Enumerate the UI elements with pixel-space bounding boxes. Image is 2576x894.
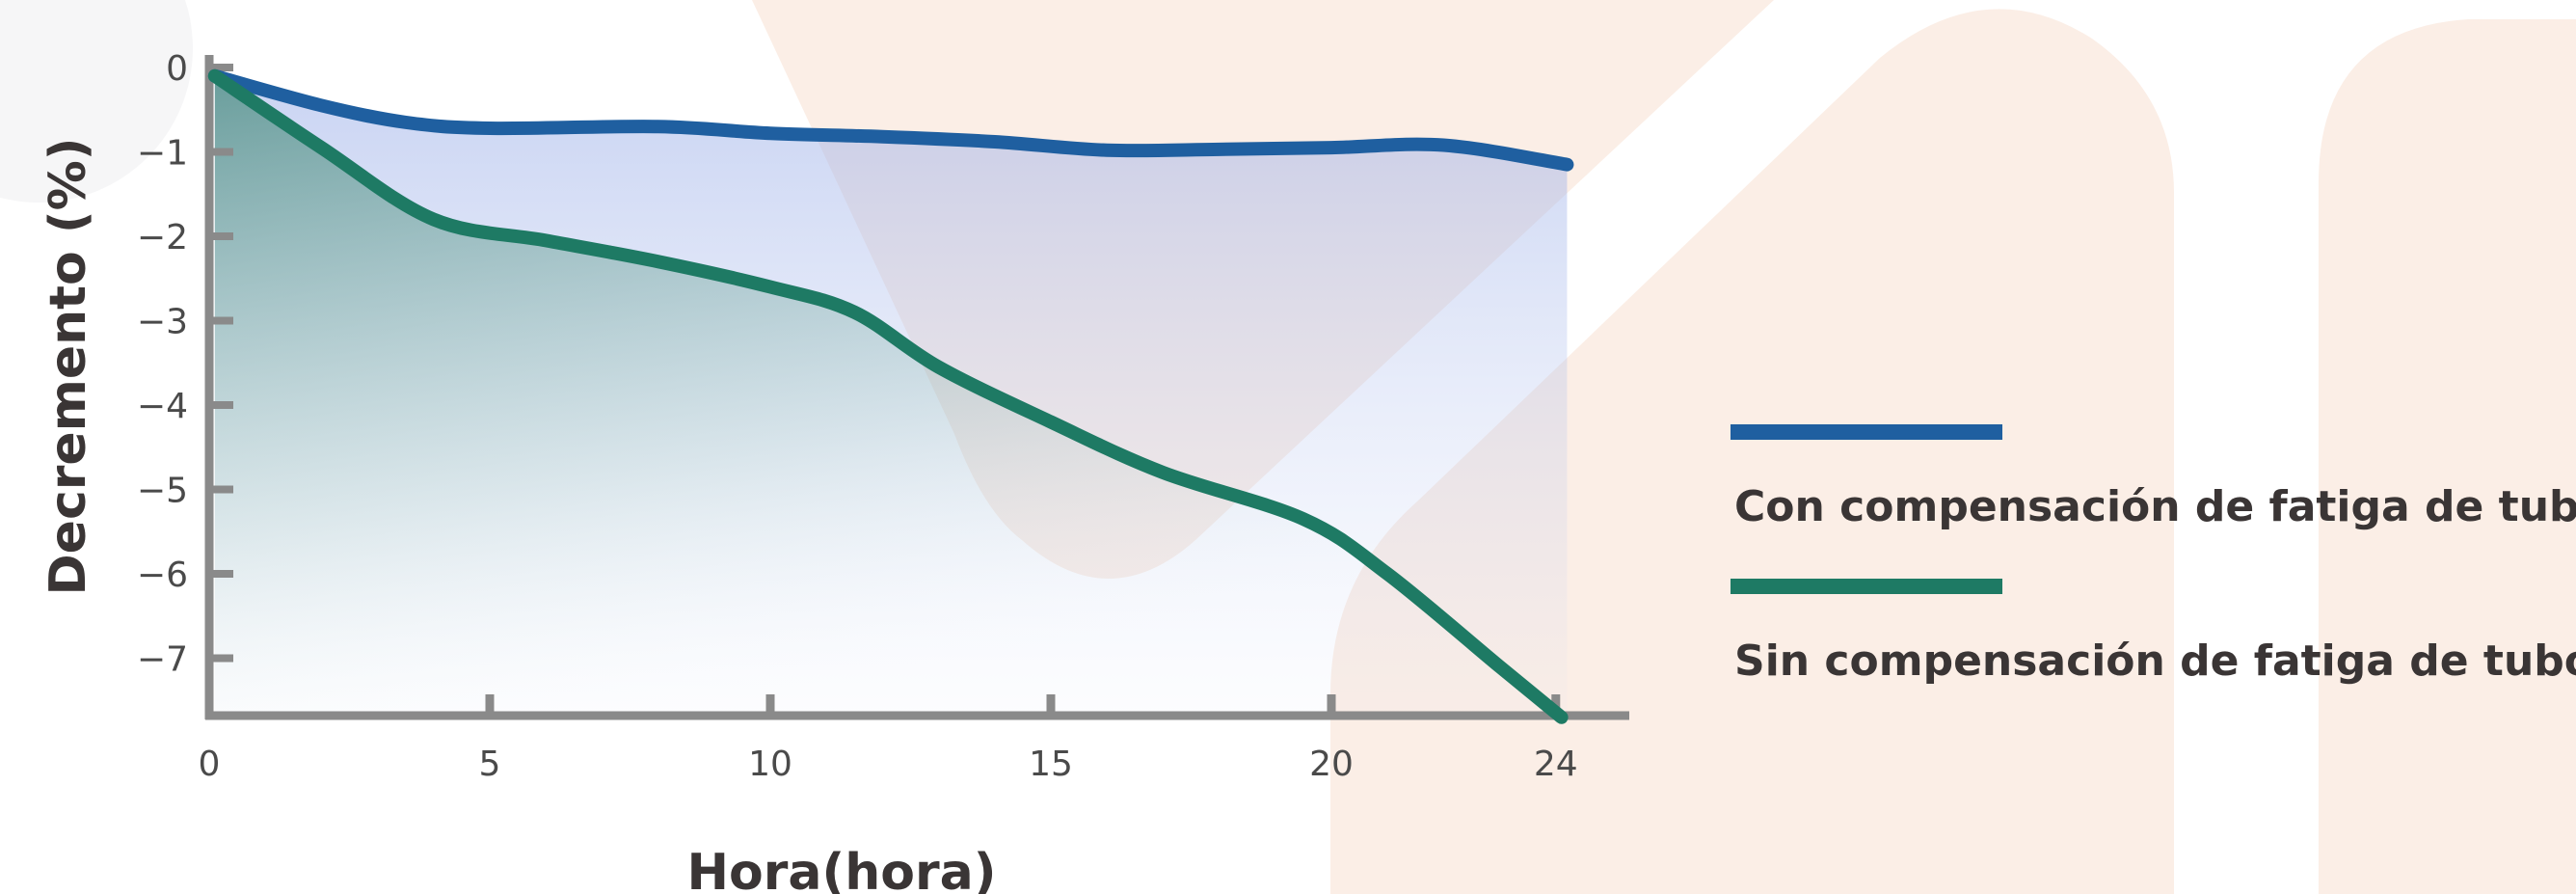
bg-faint-circle bbox=[0, 0, 193, 203]
y-tick-label: −6 bbox=[137, 555, 188, 595]
y-tick-label: −7 bbox=[137, 640, 188, 680]
y-tick-label: −2 bbox=[137, 218, 188, 257]
series-line-1 bbox=[207, 68, 1569, 724]
bg-arch-right bbox=[2319, 19, 2576, 894]
y-tick-label: 0 bbox=[166, 49, 188, 89]
x-tick-label: 24 bbox=[1534, 745, 1578, 784]
series-lines bbox=[207, 68, 1574, 724]
legend-swatch-con bbox=[1731, 424, 2002, 440]
area-fills bbox=[214, 75, 1568, 718]
x-axis-title: Hora(hora) bbox=[687, 844, 997, 894]
y-tick-label: −3 bbox=[137, 303, 188, 342]
x-tick-label: 5 bbox=[479, 745, 501, 784]
y-tick-label: −1 bbox=[137, 134, 188, 174]
x-tick-label: 15 bbox=[1029, 745, 1073, 784]
legend-label-sin: Sin compensación de fatiga de tubo bbox=[1734, 637, 2576, 686]
x-tick-label: 20 bbox=[1309, 745, 1354, 784]
x-tick-label: 0 bbox=[199, 745, 221, 784]
series-area-1 bbox=[214, 75, 1562, 718]
y-tick-label: −4 bbox=[137, 387, 188, 426]
series-line-0 bbox=[207, 68, 1574, 172]
axes bbox=[204, 55, 1629, 720]
legend-swatch-sin bbox=[1731, 579, 2002, 594]
y-tick-label: −5 bbox=[137, 472, 188, 511]
x-ticks: 0 5 10 15 20 24 bbox=[199, 694, 1578, 784]
x-tick-label: 10 bbox=[748, 745, 792, 784]
y-ticks: 0 −1 −2 −3 −4 −5 −6 −7 bbox=[137, 49, 233, 680]
legend-label-con: Con compensación de fatiga de tubo bbox=[1734, 482, 2576, 531]
y-axis-title: Decremento (%) bbox=[40, 138, 97, 596]
